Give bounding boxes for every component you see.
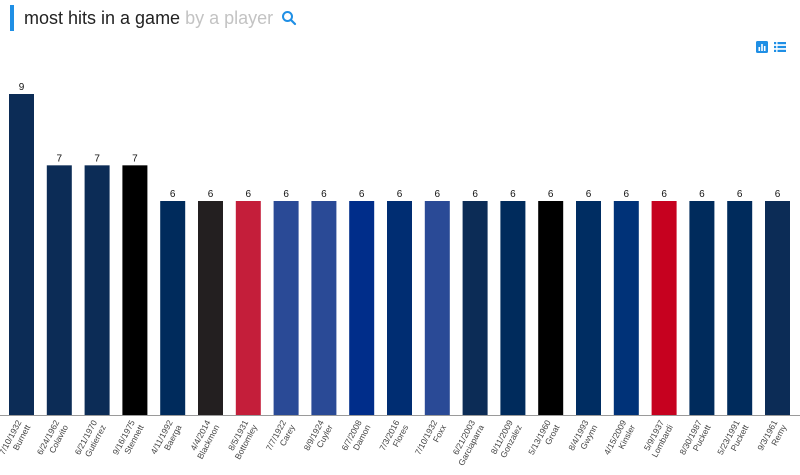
search-hint[interactable]: by a player	[185, 7, 274, 28]
view-toggle	[756, 40, 786, 53]
bar[interactable]	[235, 201, 261, 415]
bar[interactable]	[765, 201, 790, 415]
bar-value-label: 6	[170, 189, 176, 200]
bar[interactable]	[273, 201, 299, 415]
bar[interactable]	[538, 201, 564, 415]
bar-value-label: 6	[397, 189, 403, 200]
bar[interactable]	[387, 201, 412, 415]
bar-value-label: 6	[699, 189, 705, 200]
bar[interactable]	[576, 201, 601, 415]
bar[interactable]	[613, 201, 639, 415]
bar[interactable]	[462, 201, 488, 415]
bar-value-label: 6	[586, 189, 592, 200]
bar[interactable]	[122, 165, 148, 415]
bar-value-label: 7	[57, 153, 63, 164]
bar[interactable]	[500, 201, 526, 415]
search-query[interactable]: most hits in a game	[24, 7, 181, 28]
bar[interactable]	[46, 165, 72, 415]
bar-value-label: 7	[94, 153, 100, 164]
bar[interactable]	[651, 201, 677, 415]
bar-value-label: 6	[246, 189, 252, 200]
bar-value-label: 6	[435, 189, 441, 200]
search-icon[interactable]	[281, 10, 297, 26]
search-accent-bar	[10, 5, 14, 31]
bar-value-label: 6	[775, 189, 781, 200]
bar-value-label: 7	[132, 153, 138, 164]
bar-value-label: 6	[548, 189, 554, 200]
bar[interactable]	[311, 201, 337, 415]
bar[interactable]	[424, 201, 450, 415]
bar-value-label: 6	[661, 189, 667, 200]
bar-value-label: 6	[624, 189, 630, 200]
list-icon[interactable]	[774, 40, 786, 52]
bar-value-label: 6	[283, 189, 289, 200]
bar[interactable]	[349, 201, 375, 415]
search-bar[interactable]: most hits in a game by a player	[10, 4, 297, 32]
bar[interactable]	[727, 201, 753, 415]
bar[interactable]	[9, 94, 34, 415]
bar[interactable]	[160, 201, 186, 415]
bar[interactable]	[84, 165, 110, 415]
bar[interactable]	[689, 201, 715, 415]
bar-value-label: 6	[737, 189, 743, 200]
bar-value-label: 6	[359, 189, 365, 200]
bar-chart-icon[interactable]	[756, 40, 768, 53]
bar[interactable]	[198, 201, 223, 415]
bar-value-label: 9	[19, 82, 25, 93]
bar-value-label: 6	[510, 189, 516, 200]
bar-value-label: 6	[208, 189, 214, 200]
bar-value-label: 6	[321, 189, 327, 200]
bar-value-label: 6	[472, 189, 478, 200]
